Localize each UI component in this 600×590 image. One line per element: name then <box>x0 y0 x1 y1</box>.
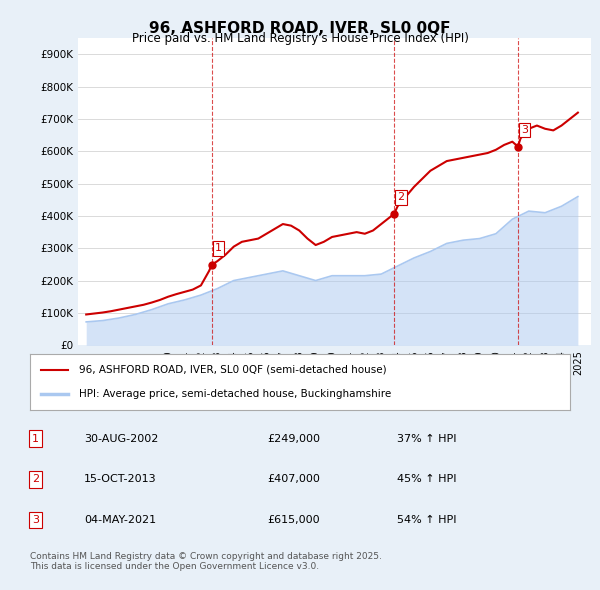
Text: 15-OCT-2013: 15-OCT-2013 <box>84 474 157 484</box>
Text: 96, ASHFORD ROAD, IVER, SL0 0QF (semi-detached house): 96, ASHFORD ROAD, IVER, SL0 0QF (semi-de… <box>79 365 386 375</box>
Text: £407,000: £407,000 <box>268 474 320 484</box>
Text: 30-AUG-2002: 30-AUG-2002 <box>84 434 158 444</box>
Text: 37% ↑ HPI: 37% ↑ HPI <box>397 434 457 444</box>
Text: Contains HM Land Registry data © Crown copyright and database right 2025.
This d: Contains HM Land Registry data © Crown c… <box>30 552 382 571</box>
Text: 04-MAY-2021: 04-MAY-2021 <box>84 515 156 525</box>
Text: 3: 3 <box>32 515 39 525</box>
Text: Price paid vs. HM Land Registry's House Price Index (HPI): Price paid vs. HM Land Registry's House … <box>131 32 469 45</box>
Text: 96, ASHFORD ROAD, IVER, SL0 0QF: 96, ASHFORD ROAD, IVER, SL0 0QF <box>149 21 451 35</box>
Text: 3: 3 <box>521 125 528 135</box>
Text: £249,000: £249,000 <box>268 434 320 444</box>
Text: 1: 1 <box>215 244 222 254</box>
Text: HPI: Average price, semi-detached house, Buckinghamshire: HPI: Average price, semi-detached house,… <box>79 389 391 399</box>
Text: £615,000: £615,000 <box>268 515 320 525</box>
Text: 2: 2 <box>32 474 39 484</box>
Text: 45% ↑ HPI: 45% ↑ HPI <box>397 474 457 484</box>
Text: 2: 2 <box>397 192 404 202</box>
Text: 54% ↑ HPI: 54% ↑ HPI <box>397 515 457 525</box>
Text: 1: 1 <box>32 434 39 444</box>
